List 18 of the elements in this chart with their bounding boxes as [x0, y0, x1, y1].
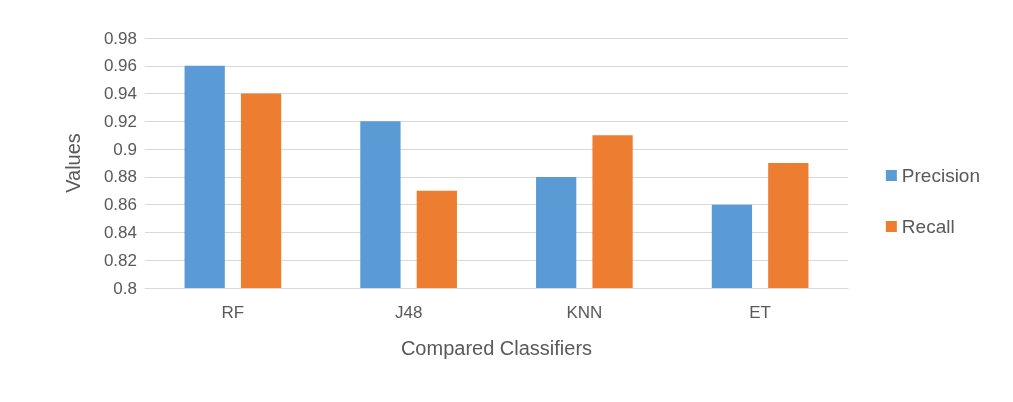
x-tick-label: KNN [566, 303, 603, 322]
legend-label: Recall [901, 216, 955, 237]
y-tick-label: 0.9 [113, 139, 137, 159]
y-tick-label: 0.92 [103, 111, 137, 131]
y-tick-label: 0.94 [103, 84, 137, 104]
y-axis-title: Values [62, 133, 84, 193]
x-tick-label: J48 [394, 303, 423, 322]
y-tick-label: 0.96 [103, 56, 137, 76]
y-tick-label: 0.88 [103, 167, 137, 187]
x-tick-label: ET [749, 303, 771, 322]
legend-label: Precision [901, 165, 981, 186]
x-axis-title: Compared Classifiers [400, 337, 593, 359]
y-tick-label: 0.86 [103, 195, 137, 215]
y-tick-label: 0.98 [103, 28, 137, 48]
y-tick-label: 0.82 [103, 250, 137, 270]
y-tick-label: 0.8 [113, 278, 137, 298]
y-tick-label: 0.84 [103, 222, 137, 242]
x-tick-label: RF [221, 303, 245, 322]
